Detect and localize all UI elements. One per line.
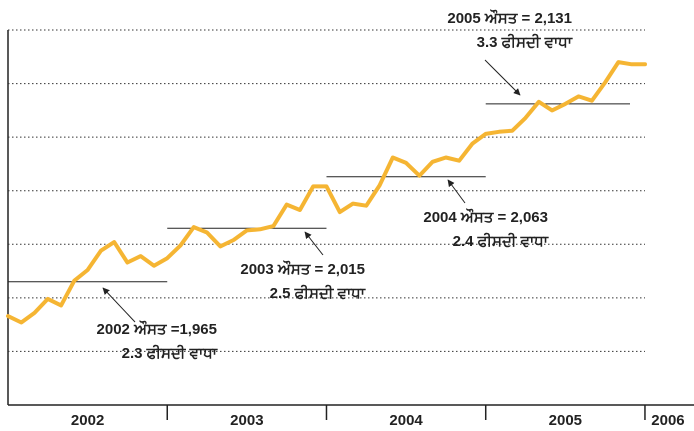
annotation-text: 2004 ਔਸਤ = 2,063 [423,208,548,226]
annotation-text: 2.5 ਫੀਸਦੀ ਵਾਧਾ [270,284,366,302]
x-tick-label: 2004 [389,412,423,429]
annotation-text: 2.3 ਫੀਸਦੀ ਵਾਧਾ [122,344,218,362]
annotation-arrow [304,231,324,256]
annotation-text: 2005 ਔਸਤ = 2,131 [447,9,572,27]
annotation-arrow [447,179,466,204]
annotation-arrow [102,287,136,323]
annotation-text: 3.3 ਫੀਸਦੀ ਵਾਧਾ [477,33,573,51]
x-tick-label: 2002 [71,412,104,429]
x-tick-label: 2006 [651,412,684,429]
x-tick-label: 2005 [549,412,582,429]
x-tick-label: 2003 [230,412,263,429]
annotation-text: 2.4 ਫੀਸਦੀ ਵਾਧਾ [453,232,549,250]
annotation-text: 2003 ਔਸਤ = 2,015 [240,260,365,278]
annotation-text: 2002 ਔਸਤ =1,965 [97,320,217,338]
series-line [6,60,647,325]
annotation-arrow [484,59,521,96]
